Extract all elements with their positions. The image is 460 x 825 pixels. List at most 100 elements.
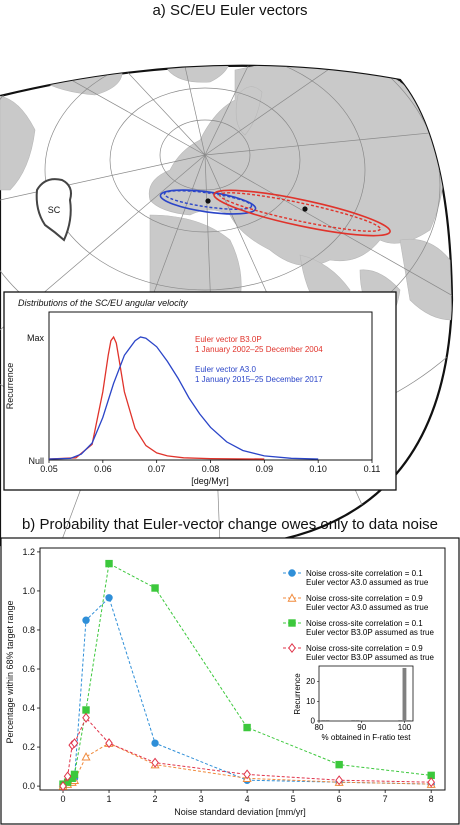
main-xtick-label: 8: [429, 794, 434, 804]
histogram-xlabel: % obtained in F-ratio test: [322, 733, 412, 742]
inset-xtick-label: 0.11: [364, 464, 381, 474]
panel-a-title: a) SC/EU Euler vectors: [152, 2, 307, 19]
inset-xtick-label: 0.08: [202, 464, 220, 474]
inset-xtick-label: 0.05: [40, 464, 58, 474]
histogram-xtick-label: 80: [315, 723, 324, 732]
sc-plate-outline: [35, 178, 72, 242]
main-ytick-label: 1.2: [22, 547, 35, 557]
f-ratio-histogram: 80 90 100 0 10 20 Recurrence % obtained in F-…: [293, 665, 414, 742]
legend-3-line1: Noise cross-site correlation = 0.1: [306, 619, 423, 628]
series-line-a30: [48, 336, 319, 460]
series-point-b30p-corr09: [105, 738, 113, 749]
legend-marker-a30-corr01: [288, 569, 296, 577]
inset-ylabel: Recurrence: [5, 363, 15, 410]
main-legend: Noise cross-site correlation = 0.1 Euler…: [283, 569, 434, 662]
histogram-frame: [318, 665, 414, 722]
histogram-xtick-label: 100: [398, 723, 412, 732]
legend-3-line2: Euler vector B3.0P assumed as true: [306, 628, 434, 637]
panel-b-title: b) Probability that Euler-vector change …: [22, 516, 438, 533]
main-ytick-label: 0.6: [22, 664, 35, 674]
main-xtick-label: 7: [383, 794, 388, 804]
main-ytick-label: 0.8: [22, 625, 35, 635]
main-xtick-label: 0: [61, 794, 66, 804]
series-point-a30-corr01: [105, 594, 113, 602]
main-y-ticks: 0.0 0.2 0.4 0.6 0.8 1.0 1.2: [22, 547, 40, 791]
series-line-b30p: [48, 335, 265, 460]
main-xtick-label: 3: [199, 794, 204, 804]
series-point-b30p-corr09: [70, 738, 79, 749]
sc-plate-label: SC: [48, 205, 61, 215]
histogram-bar: [355, 720, 360, 721]
main-ytick-label: 0.2: [22, 742, 35, 752]
series-point-b30p-corr09: [151, 757, 159, 768]
main-ytick-label: 1.0: [22, 586, 35, 596]
histogram-ylabel: Recurrence: [293, 673, 302, 715]
main-xtick-label: 5: [291, 794, 296, 804]
series-point-a30-corr01: [151, 739, 159, 747]
legend-a30-dates: 1 January 2015–25 December 2017: [195, 375, 323, 384]
legend-marker-b30p-corr01: [288, 619, 296, 627]
legend-marker-a30-corr09: [287, 593, 297, 602]
inset-xtick-label: 0.06: [94, 464, 112, 474]
histogram-ytick-label: 10: [306, 697, 315, 706]
main-xtick-label: 1: [107, 794, 112, 804]
inset-xlabel: [deg/Myr]: [191, 476, 229, 486]
series-point-b30p-corr09: [427, 777, 436, 788]
series-point-a30-corr01: [82, 616, 90, 624]
inset-xtick-label: 0.07: [148, 464, 166, 474]
histogram-bar: [406, 720, 411, 721]
angular-velocity-inset: Distributions of the SC/EU angular veloc…: [3, 291, 397, 491]
legend-markers: [283, 569, 301, 654]
legend-marker-b30p-corr09: [288, 642, 296, 654]
inset-title: Distributions of the SC/EU angular veloc…: [18, 298, 188, 308]
legend-2-line2: Euler vector A3.0 assumed as true: [306, 603, 429, 612]
main-xtick-label: 2: [153, 794, 158, 804]
main-x-ticks: 0 1 2 3 4 5 6 7 8: [61, 790, 434, 804]
series-point-b30p-corr01: [151, 584, 159, 592]
legend-4-line2: Euler vector B3.0P assumed as true: [306, 653, 434, 662]
series-point-b30p-corr01: [243, 723, 251, 732]
inset-xtick-label: 0.09: [256, 464, 274, 474]
legend-1-line1: Noise cross-site correlation = 0.1: [306, 569, 423, 578]
main-ytick-label: 0.0: [22, 781, 35, 791]
legend-2-line1: Noise cross-site correlation = 0.9: [306, 594, 423, 603]
series-point-b30p-corr09: [59, 781, 67, 792]
histogram-ytick-label: 0: [311, 717, 316, 726]
inset-x-ticks: 0.05 0.06 0.07 0.08 0.09 0.10 0.11: [40, 460, 380, 474]
histogram-bar: [398, 720, 403, 721]
main-ylabel: Percentage within 68% target range: [5, 600, 15, 743]
series-line-b30p-corr09: [62, 716, 432, 787]
histogram-bar: [402, 667, 407, 721]
histogram-ytick-label: 20: [306, 677, 315, 686]
series-point-b30p-corr09: [335, 775, 343, 786]
main-series-group: [58, 559, 436, 792]
legend-1-line2: Euler vector A3.0 assumed as true: [306, 578, 429, 587]
noise-probability-chart: 0 1 2 3 4 5 6 7 8 0.0 0.2 0.4 0.6 0.8 1.0 1.2 Percenta…: [0, 537, 460, 825]
inset-xtick-label: 0.10: [309, 464, 327, 474]
legend-4-line1: Noise cross-site correlation = 0.9: [306, 644, 423, 653]
main-ytick-label: 0.4: [22, 703, 35, 713]
series-point-a30-corr09: [81, 752, 91, 761]
legend-b30p-name: Euler vector B3.0P: [195, 335, 262, 344]
histogram-bars: [321, 667, 411, 721]
series-point-b30p-corr01: [105, 559, 113, 568]
main-xtick-label: 6: [337, 794, 342, 804]
series-point-b30p-corr01: [70, 770, 79, 779]
histogram-bar: [351, 720, 356, 721]
histogram-ticks: 80 90 100 0 10 20: [306, 677, 412, 732]
histogram-bar: [325, 720, 330, 721]
series-point-b30p-corr01: [335, 760, 343, 769]
euler-pole-a30: [159, 189, 257, 215]
series-point-b30p-corr09: [243, 769, 251, 780]
histogram-bar: [321, 720, 326, 721]
euler-pole-b30p: [213, 189, 391, 237]
inset-ytick-null: Null: [28, 456, 44, 466]
main-xtick-label: 4: [245, 794, 250, 804]
histogram-xtick-label: 90: [357, 723, 366, 732]
series-point-b30p-corr09: [63, 771, 72, 782]
legend-a30-name: Euler vector A3.0: [195, 365, 256, 374]
main-xlabel: Noise standard deviation [mm/yr]: [174, 807, 306, 817]
legend-b30p-dates: 1 January 2002–25 December 2004: [195, 345, 323, 354]
series-point-b30p-corr01: [82, 706, 90, 714]
